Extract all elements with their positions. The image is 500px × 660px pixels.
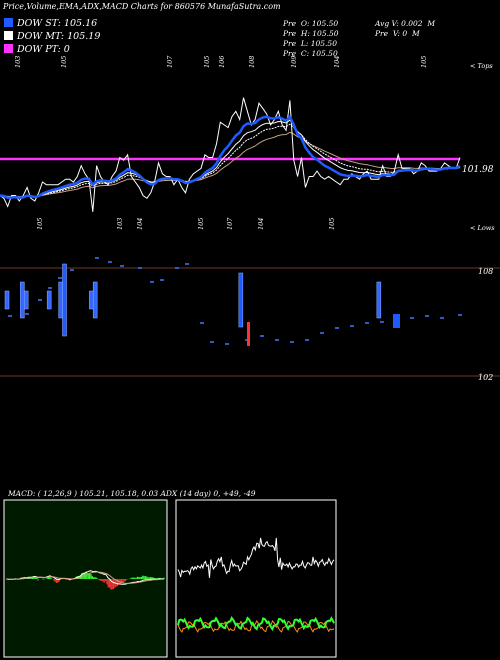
chart-title: Price,Volume,EMA,ADX,MACD Charts for 860… (3, 2, 281, 11)
prev-volume: Pre V: 0 M (375, 29, 420, 38)
lows-label: < Lows (470, 224, 495, 232)
price-line (0, 97, 461, 212)
volume-bar (20, 281, 25, 319)
last-price-label: 101.98 (462, 165, 494, 175)
bottom-label: 105 (328, 218, 336, 230)
volume-bar-red (247, 322, 250, 346)
bottom-label: 104 (257, 218, 265, 230)
ohlc-low: Pre L: 105.50 (283, 39, 337, 48)
volume-axis-upper-label: 108 (478, 267, 493, 276)
bottom-label: 103 (116, 218, 124, 230)
volume-dashes (8, 257, 462, 346)
volume-bar (4, 290, 10, 310)
legend-swatch-icon (4, 31, 13, 40)
top-label: 105 (60, 56, 68, 68)
legend-swatch-icon (4, 18, 13, 27)
bottom-label: 105 (197, 218, 205, 230)
ohlc-high: Pre H: 105.50 (283, 29, 339, 38)
ohlc-close: Pre C: 105.50 (283, 49, 338, 58)
adx-line (177, 537, 335, 578)
bottom-label: 105 (36, 218, 44, 230)
legend-label: DOW PT: 0 (17, 44, 70, 55)
ohlc-open: Pre O: 105.50 (283, 19, 339, 28)
volume-bar (376, 281, 382, 319)
minus-di-line (177, 619, 335, 633)
bottom-label: 104 (136, 218, 144, 230)
volume-bar (238, 272, 244, 328)
volume-axis-lower-label: 102 (478, 373, 493, 382)
volume-bar (89, 290, 94, 310)
legend-swatch-icon (4, 44, 13, 53)
volume-bars (4, 263, 382, 337)
ema-short-line (0, 114, 461, 200)
ema-mid-line (0, 119, 461, 198)
tops-label: < Tops (470, 62, 493, 70)
bottom-labels: 105 103 104 105 107 104 105 < Lows (36, 217, 495, 232)
legend-dow-st: DOW ST: 105.16 (4, 18, 97, 29)
legend-dow-mt: DOW MT: 105.19 (4, 31, 100, 42)
macd-line (5, 570, 165, 585)
avg-volume: Avg V: 0.002 M (375, 19, 436, 28)
volume-bar (58, 281, 63, 319)
top-label: 106 (218, 56, 226, 68)
volume-bar-blue (393, 314, 400, 328)
legend-label: DOW MT: 105.19 (17, 31, 101, 42)
top-label: 105 (420, 56, 428, 68)
top-label: 104 (333, 56, 341, 68)
plus-di-line (177, 616, 335, 632)
top-label: 107 (166, 55, 174, 68)
bottom-label: 107 (226, 217, 234, 230)
macd-chart (5, 570, 165, 590)
top-label: 105 (203, 56, 211, 68)
top-labels: 103 105 107 105 106 108 109 104 105 < Tops (14, 55, 493, 70)
top-label: 103 (14, 56, 22, 68)
legend-label: DOW ST: 105.16 (17, 18, 98, 29)
top-label: 109 (290, 56, 298, 68)
top-label: 108 (248, 56, 256, 68)
legend-dow-pt: DOW PT: 0 (4, 44, 70, 55)
volume-bar (62, 263, 67, 337)
volume-bar (46, 290, 52, 310)
adx-chart (177, 537, 335, 633)
macd-signal-line (6, 571, 165, 584)
volume-bar (23, 290, 29, 310)
volume-bar (92, 281, 98, 319)
macd-adx-text: MACD: ( 12,26,9 ) 105.21, 105.18, 0.03 A… (7, 489, 256, 498)
adx-panel (175, 499, 337, 658)
ema-mid2-line (0, 123, 461, 198)
